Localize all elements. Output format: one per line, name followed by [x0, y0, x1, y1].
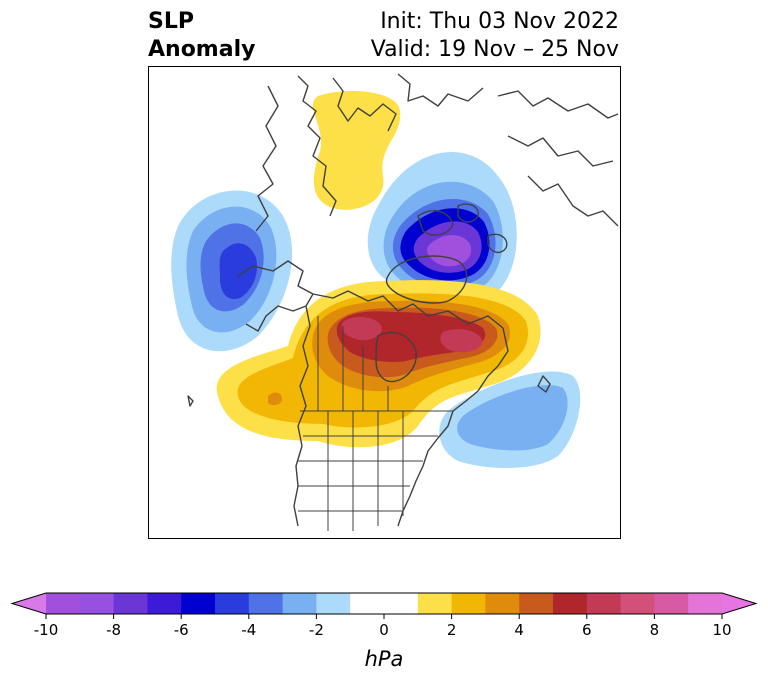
colorbar-bin	[417, 593, 453, 614]
colorbar: -10 -8 -6 -4 -2 0 2 4 6 8 10 hPa	[10, 592, 758, 671]
colorbar-bin	[215, 593, 250, 614]
map-title: SLP Anomaly	[148, 8, 255, 64]
colorbar-bin	[248, 593, 284, 614]
colorbar-bin	[451, 593, 486, 614]
colorbar-tick-label: 4	[514, 621, 524, 639]
negative-anomaly-arctic-6	[426, 235, 472, 267]
colorbar-bin	[586, 593, 622, 614]
colorbar-bin	[688, 593, 723, 614]
colorbar-tick-label: 6	[582, 621, 592, 639]
colorbar-bin	[79, 593, 115, 614]
slp-anomaly-map	[148, 66, 621, 539]
positive-anomaly-europe	[312, 91, 401, 210]
negative-anomaly-pacific-4	[219, 243, 258, 300]
title-variable: SLP	[148, 9, 194, 34]
colorbar-bin	[181, 593, 216, 614]
valid-range: Valid: 19 Nov – 25 Nov	[370, 37, 619, 62]
colorbar-tick-label: 0	[379, 621, 389, 639]
colorbar-bin	[113, 593, 148, 614]
positive-anomaly-pacific-orange-spot	[268, 392, 282, 406]
positive-anomaly-canada-7	[440, 329, 483, 353]
colorbar-bin	[620, 593, 655, 614]
colorbar-bin	[46, 593, 81, 614]
map-edge-gap	[148, 284, 152, 318]
negative-anomaly-atlantic-2	[457, 385, 568, 451]
colorbar-bin	[485, 593, 520, 614]
forecast-dates: Init: Thu 03 Nov 2022 Valid: 19 Nov – 25…	[371, 8, 619, 64]
positive-anomaly-canada-6	[341, 316, 382, 341]
colorbar-ticks: -10 -8 -6 -4 -2 0 2 4 6 8 10	[34, 614, 732, 639]
colorbar-under-arrow	[12, 593, 46, 614]
init-date: Init: Thu 03 Nov 2022	[380, 9, 619, 34]
colorbar-tick-label: -8	[106, 621, 121, 639]
colorbar-unit-label: hPa	[365, 647, 404, 671]
map-frame	[148, 66, 621, 539]
colorbar-bin	[282, 593, 317, 614]
colorbar-bin	[519, 593, 554, 614]
colorbar-tick-label: 2	[447, 621, 457, 639]
colorbar-tick-label: -4	[241, 621, 256, 639]
colorbar-bin	[147, 593, 182, 614]
colorbar-tick-label: -6	[174, 621, 189, 639]
colorbar-tick-label: -2	[309, 621, 324, 639]
colorbar-bin	[553, 593, 588, 614]
colorbar-bin	[654, 593, 689, 614]
colorbar-bins	[46, 593, 723, 614]
title-anomaly: Anomaly	[148, 37, 256, 62]
colorbar-bin	[316, 593, 351, 614]
colorbar-over-arrow	[722, 593, 756, 614]
coastlines-borders	[187, 73, 619, 531]
colorbar-tick-label: 10	[712, 621, 731, 639]
colorbar-bin	[350, 593, 419, 614]
colorbar-tick-label: 8	[650, 621, 660, 639]
colorbar-tick-label: -10	[34, 621, 59, 639]
